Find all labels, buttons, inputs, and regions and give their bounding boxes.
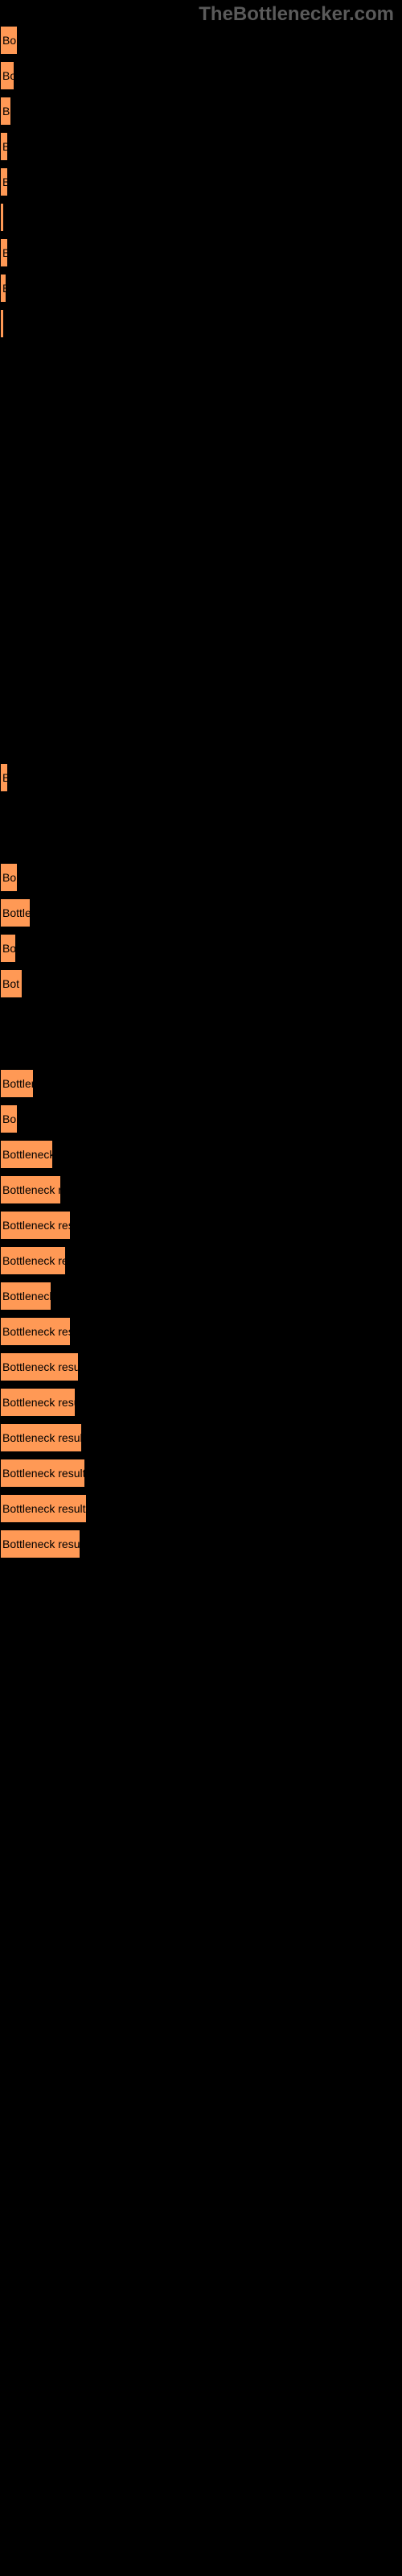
bar: B [0, 274, 6, 303]
bar: Bo [0, 863, 18, 892]
bar-label: Bottleneck resul [2, 1360, 78, 1373]
bar: Bottlen [0, 1069, 34, 1098]
bar-row: Bottle [0, 898, 402, 927]
bar-row: Bottleneck resu [0, 1388, 402, 1417]
bar-row [0, 309, 402, 338]
bar-row: B [0, 132, 402, 161]
bar: Bottleneck resul [0, 1352, 79, 1381]
bar-row: Bottleneck result [0, 1494, 402, 1523]
bar [0, 309, 4, 338]
bar-row: B [0, 274, 402, 303]
bar-label: Bottleneck res [2, 1219, 70, 1232]
bar: Bo [0, 61, 14, 90]
bar-label: Bottle [2, 906, 30, 919]
bar: Bottle [0, 898, 31, 927]
bar: Bottleneck resu [0, 1388, 76, 1417]
bar-label: Bottleneck result [2, 1502, 86, 1515]
bar: Bottleneck [0, 1140, 53, 1169]
bar-row: Bot [0, 969, 402, 998]
bar-row: Bottleneck result [0, 1423, 402, 1452]
bar-row: Bottleneck r [0, 1175, 402, 1204]
bar: Bottleneck [0, 1282, 51, 1311]
bar-row: Bo [0, 61, 402, 90]
bar-label: Bottleneck res [2, 1325, 70, 1338]
bar: Bo [0, 934, 16, 963]
bar-row: B [0, 97, 402, 126]
bar: Bottleneck res [0, 1317, 71, 1346]
bar-label: B [2, 771, 7, 784]
bar: Bottleneck re [0, 1246, 66, 1275]
chart-gap [0, 1005, 402, 1069]
bar-row: Bottleneck res [0, 1211, 402, 1240]
chart-gap [0, 345, 402, 763]
bar-label: Bottleneck r [2, 1183, 60, 1196]
bar-row: Bottleneck [0, 1282, 402, 1311]
bar-row: B [0, 238, 402, 267]
bar-row: Bo [0, 1104, 402, 1133]
bar-row: Bottleneck resul [0, 1352, 402, 1381]
bar-label: Bottleneck resul [2, 1538, 80, 1550]
bar-label: Bo [2, 34, 16, 47]
bar: Bottleneck result [0, 1494, 87, 1523]
bar-label: Bottleneck result [2, 1467, 84, 1480]
bar-label: Bo [2, 1113, 16, 1125]
bar: Bot [0, 969, 23, 998]
bar-row: Bottleneck result [0, 1459, 402, 1488]
bar-row [0, 203, 402, 232]
bar: Bottleneck result [0, 1423, 82, 1452]
bar-label: Bottleneck result [2, 1431, 81, 1444]
bar-label: Bottlen [2, 1077, 33, 1090]
bar-label: B [2, 105, 10, 118]
bar: Bottleneck result [0, 1459, 85, 1488]
bar-row: Bo [0, 934, 402, 963]
bar-row: Bottleneck resul [0, 1530, 402, 1558]
bar-label: B [2, 246, 7, 259]
bar-label: Bottleneck re [2, 1254, 65, 1267]
bar-row: Bo [0, 26, 402, 55]
bar-row: Bo [0, 863, 402, 892]
bar-row: Bottlen [0, 1069, 402, 1098]
bar: B [0, 238, 8, 267]
bar-label: B [2, 282, 6, 295]
bar-row: B [0, 167, 402, 196]
bar: Bo [0, 26, 18, 55]
bar: Bo [0, 1104, 18, 1133]
bar-label: Bottleneck [2, 1290, 51, 1302]
bar-label: B [2, 175, 7, 188]
bar-row: Bottleneck re [0, 1246, 402, 1275]
bar: Bottleneck resul [0, 1530, 80, 1558]
bar: B [0, 167, 8, 196]
bar: B [0, 132, 8, 161]
bar-label: Bottleneck [2, 1148, 52, 1161]
chart-gap [0, 799, 402, 863]
bar-label: Bo [2, 871, 16, 884]
bar-row: B [0, 763, 402, 792]
bar: B [0, 97, 11, 126]
watermark-text: TheBottlenecker.com [0, 0, 402, 26]
bar-chart: Bo Bo B B B B B B Bo Bottle Bo Bot Bottlen Bo Bottlene… [0, 26, 402, 1558]
bar: Bottleneck r [0, 1175, 61, 1204]
bar: Bottleneck res [0, 1211, 71, 1240]
bar [0, 203, 4, 232]
bar-label: Bo [2, 69, 14, 82]
bar-label: Bottleneck resu [2, 1396, 75, 1409]
bar-label: Bot [2, 977, 19, 990]
bar: B [0, 763, 8, 792]
bar-label: B [2, 140, 7, 153]
bar-label: Bo [2, 942, 15, 955]
bar-row: Bottleneck [0, 1140, 402, 1169]
bar-row: Bottleneck res [0, 1317, 402, 1346]
